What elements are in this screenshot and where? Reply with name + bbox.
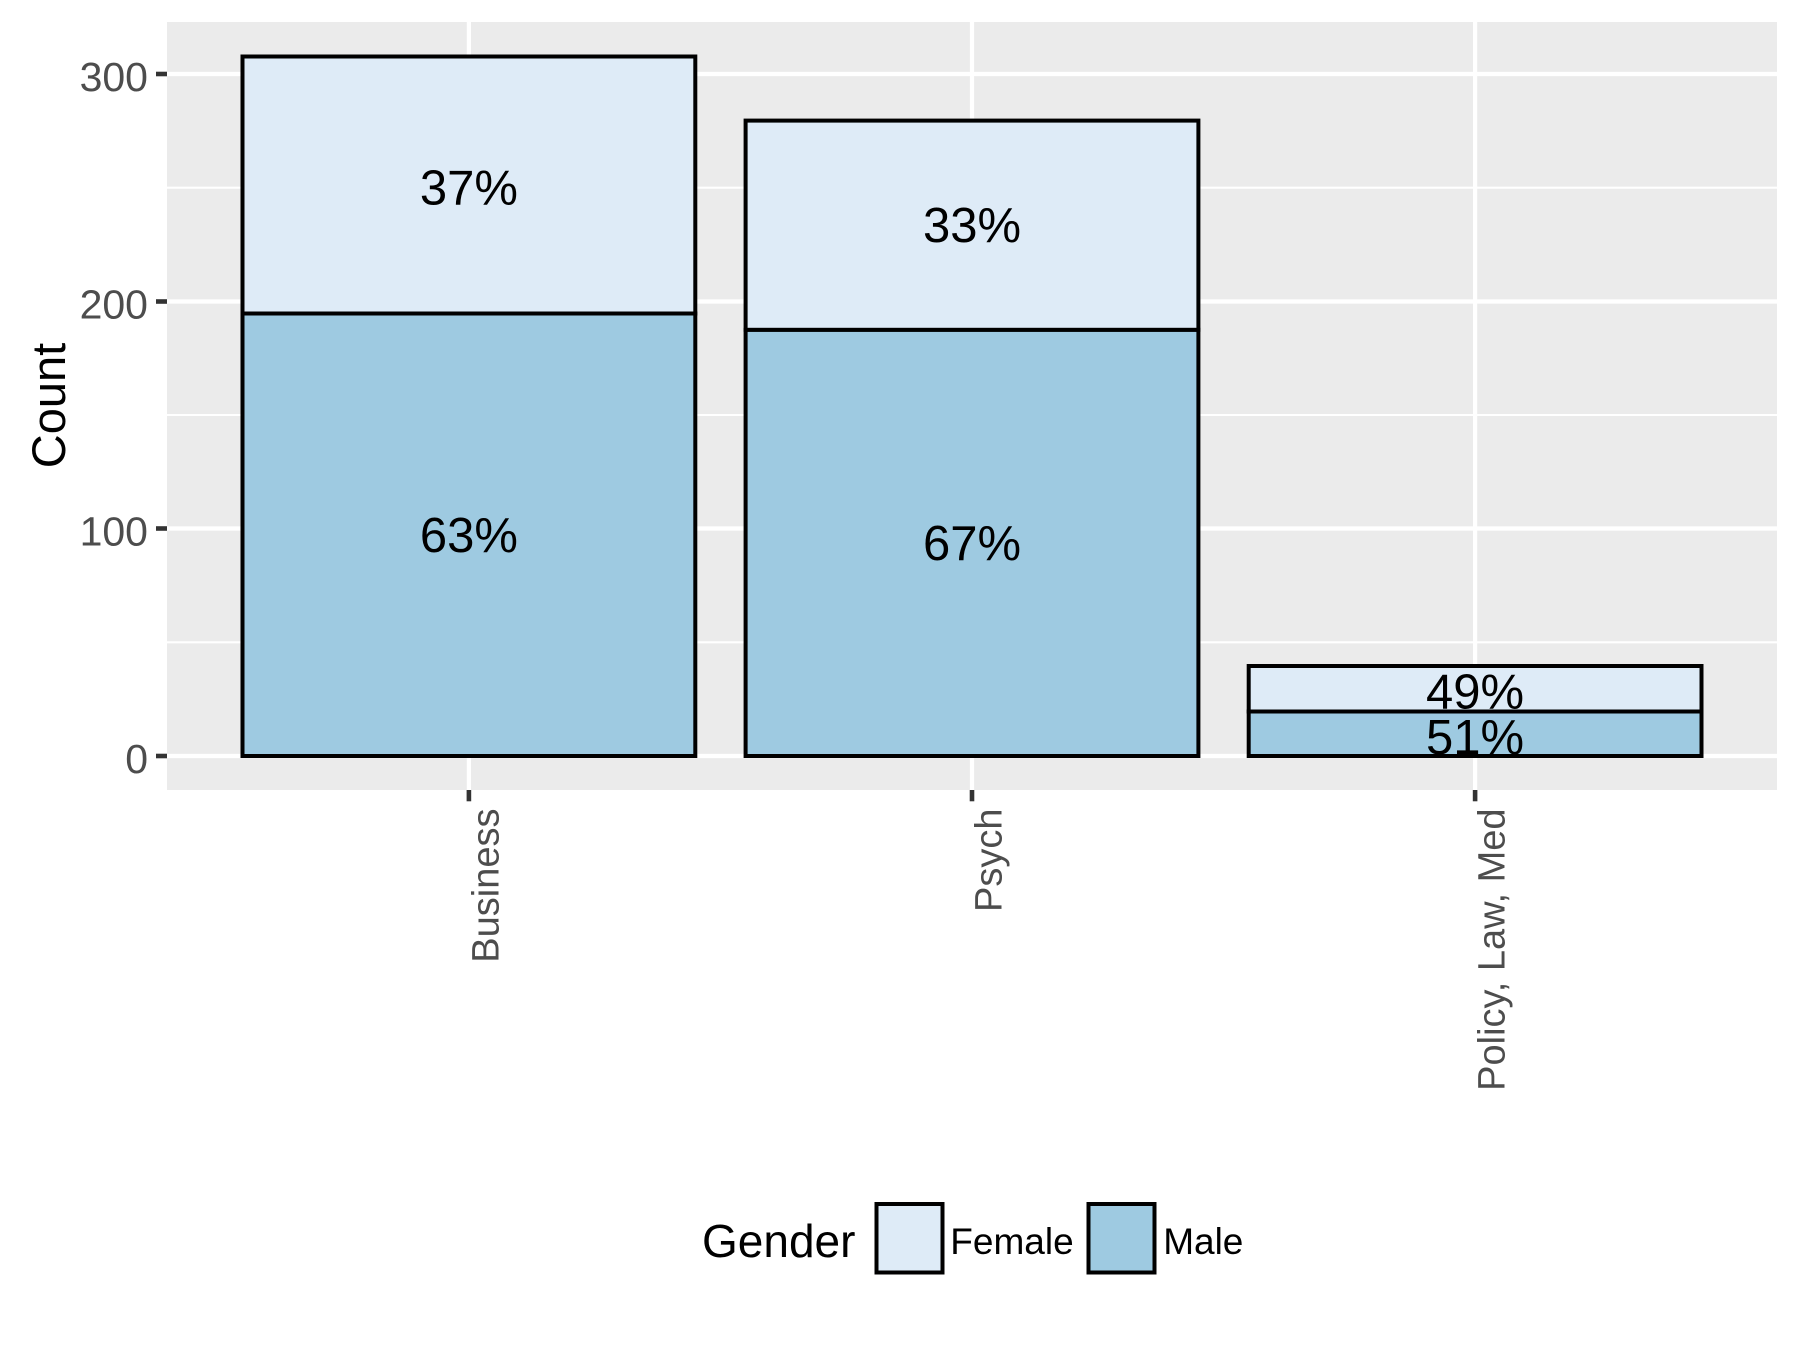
svg-text:33%: 33% xyxy=(923,199,1021,253)
svg-text:37%: 37% xyxy=(420,161,518,215)
svg-text:49%: 49% xyxy=(1426,665,1524,719)
svg-text:100: 100 xyxy=(80,509,148,555)
svg-text:Male: Male xyxy=(1163,1221,1243,1262)
svg-text:200: 200 xyxy=(80,282,148,328)
svg-text:Count: Count xyxy=(22,343,75,468)
svg-text:0: 0 xyxy=(125,736,148,782)
svg-text:300: 300 xyxy=(80,54,148,100)
svg-text:63%: 63% xyxy=(420,509,518,563)
svg-text:67%: 67% xyxy=(923,517,1021,571)
svg-text:Psych: Psych xyxy=(969,809,1011,912)
svg-text:Policy, Law, Med: Policy, Law, Med xyxy=(1472,809,1514,1091)
svg-text:Business: Business xyxy=(465,809,507,963)
svg-text:51%: 51% xyxy=(1426,711,1524,765)
svg-text:Gender: Gender xyxy=(702,1215,855,1267)
svg-text:Female: Female xyxy=(950,1221,1073,1262)
